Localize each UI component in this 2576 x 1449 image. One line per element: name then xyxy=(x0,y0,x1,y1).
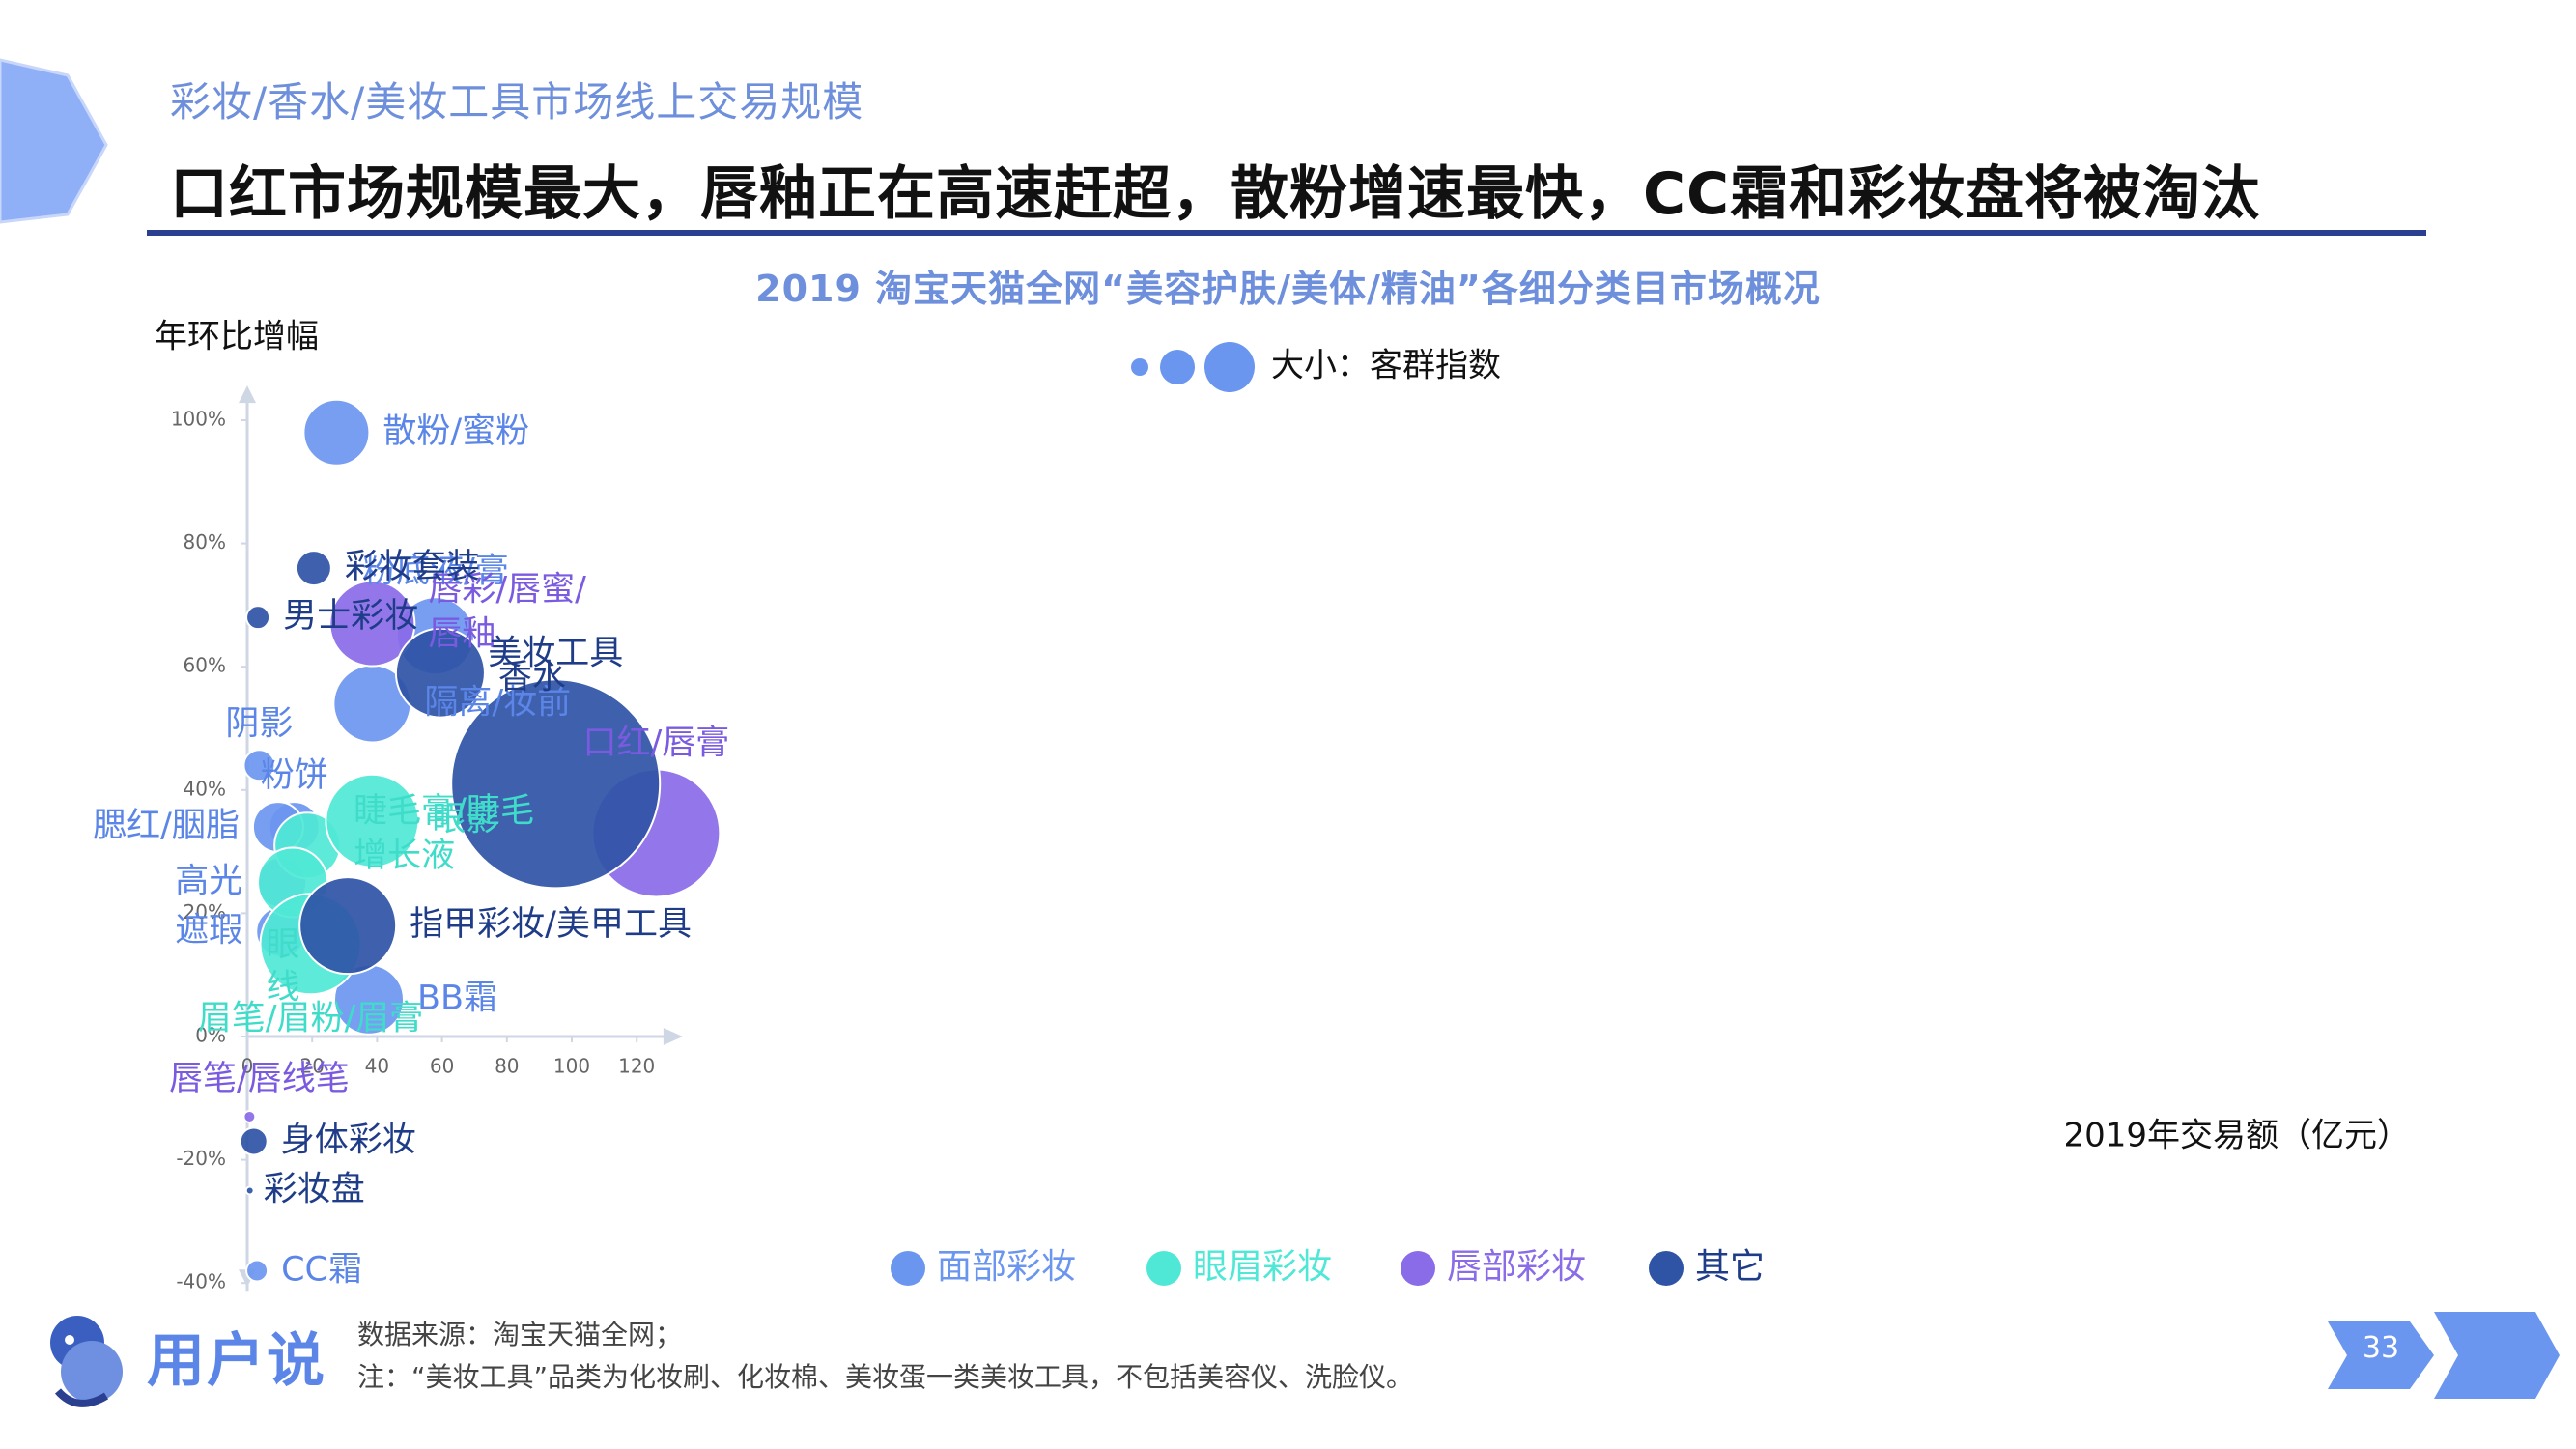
size-legend-large-dot xyxy=(1204,342,1255,392)
data-label: 睫毛膏/睫毛增长液 xyxy=(354,792,534,875)
source-note: 数据来源：淘宝天猫全网； xyxy=(357,1319,683,1350)
section-subtitle: 彩妆/香水/美妆工具市场线上交易规模 xyxy=(170,78,864,126)
data-label: 眼线 xyxy=(267,926,300,1008)
footnotes: 数据来源：淘宝天猫全网； 注：“美妆工具”品类为化妆刷、化妆棉、美妆蛋一类美妆工… xyxy=(357,1314,1413,1399)
legend-marker xyxy=(1649,1251,1684,1286)
bubble-3-2 xyxy=(394,627,486,719)
x-axis-arrow-icon xyxy=(663,1028,683,1045)
y-axis-arrow-icon xyxy=(239,385,256,404)
data-label: 隔离/妆前 xyxy=(424,683,571,722)
headline-divider xyxy=(147,230,2426,236)
data-label: 高光 xyxy=(175,863,242,901)
x-tick-label: 40 xyxy=(365,1055,389,1078)
x-tick-label: 100 xyxy=(553,1055,590,1078)
bubble-2-0 xyxy=(328,580,416,668)
x-tick-label: 80 xyxy=(495,1055,519,1078)
legend-label: 眼眉彩妆 xyxy=(1193,1247,1332,1287)
data-label: 眉笔/眉粉/眉膏 xyxy=(198,999,424,1037)
brand-logo-text: 用户说 xyxy=(147,1327,326,1395)
data-label: 口红/唇膏 xyxy=(582,724,729,762)
data-label: 唇笔/唇线笔 xyxy=(169,1060,350,1098)
y-tick-label: 100% xyxy=(171,408,226,431)
bubble-3-4 xyxy=(298,876,398,976)
bubble-3-1 xyxy=(245,605,271,631)
bubble-1-3 xyxy=(325,773,420,868)
data-label: 唇彩/唇蜜/唇釉 xyxy=(428,571,586,654)
size-legend-label: 大小：客群指数 xyxy=(1271,347,1501,385)
x-tick-label: 0 xyxy=(241,1055,254,1078)
data-label: 粉饼 xyxy=(261,756,328,795)
chart-axes: -40% -20% 0% 20% 40% 60% 80% 100% 0 20 40 60 80 100 12… xyxy=(155,318,2410,1293)
data-label: 彩妆套装 xyxy=(345,548,480,586)
header-hexagon-decoration xyxy=(0,58,108,224)
data-label: 散粉/蜜粉 xyxy=(382,412,529,451)
size-legend-small-dot xyxy=(1131,358,1148,376)
y-tick-label: 20% xyxy=(184,900,226,923)
category-note: 注：“美妆工具”品类为化妆刷、化妆棉、美妆蛋一类美妆工具，不包括美容仪、洗脸仪。 xyxy=(357,1361,1414,1393)
x-axis-title: 2019年交易额（亿元） xyxy=(2063,1117,2410,1155)
chart-bubbles xyxy=(239,398,722,1283)
data-label: 彩妆盘 xyxy=(264,1171,365,1209)
legend-marker xyxy=(891,1251,925,1286)
bubble-3-6 xyxy=(244,1185,255,1196)
y-tick-label: 80% xyxy=(184,530,226,554)
data-label: 遮瑕 xyxy=(175,912,242,951)
page-number: 33 xyxy=(2362,1331,2400,1365)
data-label: CC霜 xyxy=(281,1250,362,1289)
data-label: 腮红/胭脂 xyxy=(93,807,240,845)
brand-logo-icon xyxy=(50,1316,123,1407)
legend-label: 面部彩妆 xyxy=(937,1247,1076,1287)
size-legend-medium-dot xyxy=(1160,350,1195,384)
chart-title: 2019 淘宝天猫全网“美容护肤/美体/精油”各细分类目市场概况 xyxy=(755,268,1821,310)
bubble-2-2 xyxy=(242,1109,257,1123)
legend-marker xyxy=(1146,1251,1181,1286)
bubble-3-0 xyxy=(295,550,332,587)
bubble-0-4 xyxy=(242,749,276,782)
legend-marker xyxy=(1401,1251,1435,1286)
x-tick-label: 60 xyxy=(430,1055,454,1078)
data-label: 身体彩妆 xyxy=(281,1121,416,1159)
page-badge-icon xyxy=(2328,1312,2560,1399)
data-label: 粉底液/膏 xyxy=(362,552,509,590)
y-tick-label: 40% xyxy=(184,777,226,800)
data-label: BB霜 xyxy=(417,980,497,1018)
legend-label: 唇部彩妆 xyxy=(1447,1247,1586,1287)
bubble-3-5 xyxy=(239,1126,269,1156)
data-label: 美妆工具 xyxy=(488,634,623,672)
legend-label: 其它 xyxy=(1695,1247,1765,1287)
y-axis-title: 年环比增幅 xyxy=(155,318,319,356)
size-legend: 大小：客群指数 xyxy=(1131,342,1501,392)
series-legend: 面部彩妆 眼眉彩妆 唇部彩妆 其它 xyxy=(891,1247,1765,1287)
bubble-0-0 xyxy=(302,398,371,467)
data-label: 男士彩妆 xyxy=(283,597,418,636)
data-label: 香水 xyxy=(498,659,566,697)
y-tick-label: -20% xyxy=(176,1147,226,1170)
page-headline: 口红市场规模最大，唇釉正在高速赶超，散粉增速最快，CC霜和彩妆盘将被淘汰 xyxy=(170,160,2261,228)
bubble-3-3 xyxy=(450,678,662,890)
data-label: 指甲彩妆/美甲工具 xyxy=(410,905,692,944)
data-label: 阴影 xyxy=(225,704,293,743)
x-tick-label: 120 xyxy=(618,1055,655,1078)
data-label: 眼影 xyxy=(432,801,499,839)
y-tick-label: 0% xyxy=(195,1024,226,1047)
bubble-0-9 xyxy=(245,1259,269,1283)
y-tick-label: 60% xyxy=(184,654,226,677)
y-tick-label: -40% xyxy=(176,1270,226,1293)
x-tick-label: 20 xyxy=(299,1055,324,1078)
